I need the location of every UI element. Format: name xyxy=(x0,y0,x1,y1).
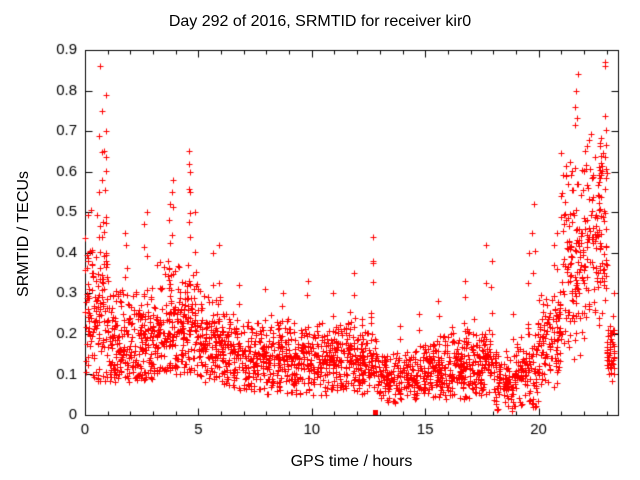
scatter-plot-canvas xyxy=(0,0,640,480)
srmtid-scatter-figure: Day 292 of 2016, SRMTID for receiver kir… xyxy=(0,0,640,480)
